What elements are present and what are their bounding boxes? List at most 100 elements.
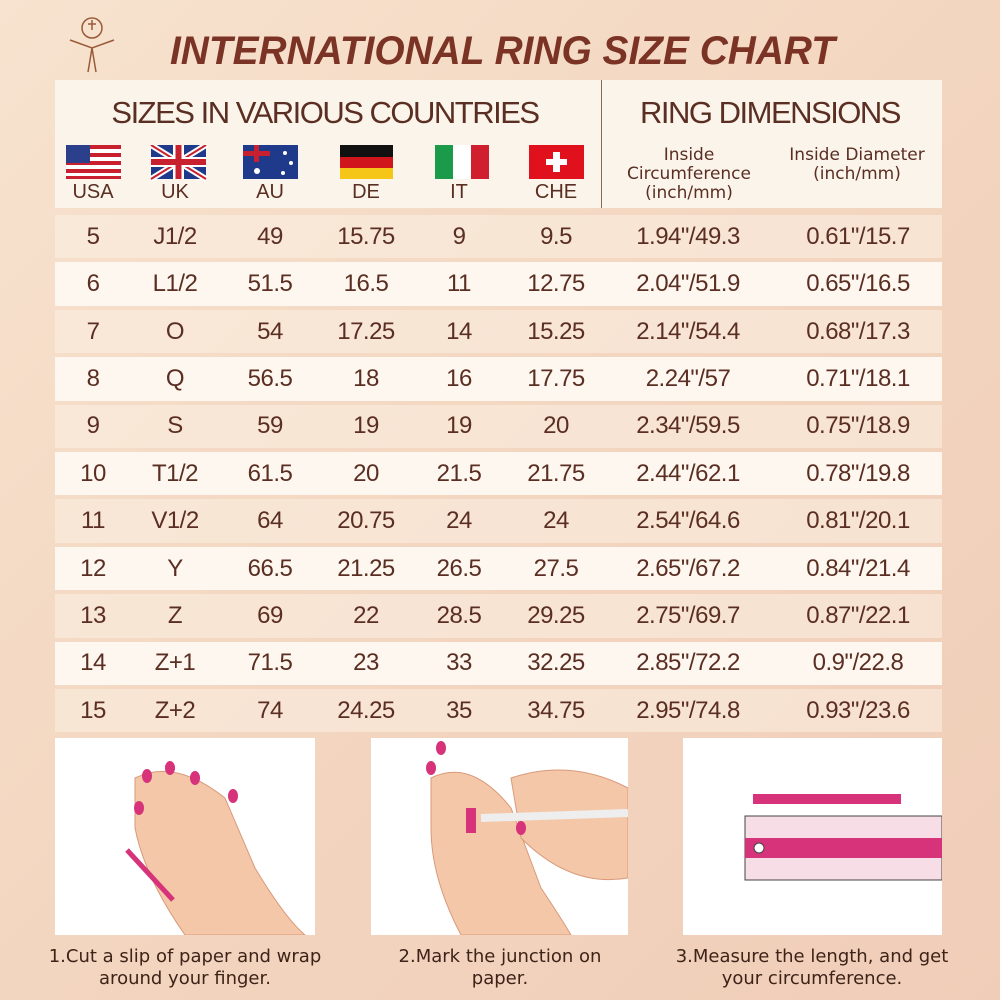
column-header: Inside Circumference (inch/mm)	[627, 145, 751, 203]
table-cell: 19	[446, 412, 472, 440]
table-cell: 1.94"/49.3	[636, 222, 740, 250]
table-cell: 66.5	[247, 554, 293, 582]
table-cell: 15	[80, 696, 106, 724]
table-cell: 15.25	[527, 317, 585, 345]
row-band	[55, 499, 942, 543]
step-image	[55, 738, 315, 936]
flag-che	[529, 145, 584, 179]
table-cell: S	[167, 412, 183, 440]
row-band	[55, 594, 942, 638]
table-cell: 18	[353, 364, 379, 392]
column-header: IT	[450, 181, 468, 203]
table-cell: V1/2	[151, 507, 199, 535]
table-cell: 2.14"/54.4	[636, 317, 740, 345]
table-cell: 2.34"/59.5	[636, 412, 740, 440]
table-cell: 29.25	[527, 601, 585, 629]
table-cell: 0.87"/22.1	[806, 601, 910, 629]
table-cell: 0.78"/19.8	[806, 459, 910, 487]
table-cell: 7	[86, 317, 100, 345]
table-cell: 24.25	[337, 696, 395, 724]
row-band	[55, 546, 942, 591]
table-cell: 49	[257, 222, 283, 250]
table-cell: 6	[86, 270, 100, 298]
table-cell: Z+1	[154, 649, 196, 677]
table-cell: 5	[86, 222, 100, 250]
table-cell: 69	[257, 601, 283, 629]
table-cell: 0.84"/21.4	[806, 554, 910, 582]
table-cell: 2.65"/67.2	[636, 554, 740, 582]
row-band	[55, 404, 942, 448]
table-cell: 33	[446, 649, 472, 677]
logo	[69, 17, 115, 73]
table-cell: 14	[446, 317, 472, 345]
table-cell: 10	[80, 459, 106, 487]
table-cell: 24	[446, 507, 472, 535]
table-cell: 51.5	[247, 270, 293, 298]
table-cell: 0.68"/17.3	[806, 317, 910, 345]
table-cell: 0.75"/18.9	[806, 412, 910, 440]
column-header: DE	[352, 181, 380, 203]
table-cell: O	[165, 317, 185, 345]
flag-usa	[66, 145, 121, 179]
table-cell: L1/2	[152, 270, 198, 298]
group-header: SIZES IN VARIOUS COUNTRIES	[111, 95, 540, 130]
table-cell: 11	[81, 507, 105, 535]
column-header: Inside Diameter (inch/mm)	[789, 145, 925, 184]
table-cell: 71.5	[247, 649, 293, 677]
illustration	[125, 761, 307, 936]
table-cell: 2.85"/72.2	[636, 649, 740, 677]
table-cell: 64	[257, 507, 283, 535]
table-cell: 0.9"/22.8	[812, 649, 904, 677]
table-cell: 28.5	[436, 601, 482, 629]
table-cell: 22	[353, 601, 379, 629]
table-cell: Q	[165, 364, 185, 392]
table-cell: 15.75	[337, 222, 395, 250]
table-cell: 59	[257, 412, 283, 440]
table-cell: 35	[446, 696, 472, 724]
table-cell: 2.95"/74.8	[636, 696, 740, 724]
table-cell: 27.5	[533, 554, 579, 582]
table-cell: 2.04"/51.9	[636, 270, 740, 298]
table-cell: 16.5	[343, 270, 389, 298]
table-cell: 21.25	[337, 554, 395, 582]
table-cell: 32.25	[527, 649, 585, 677]
table-cell: 11	[447, 270, 471, 298]
row-band	[55, 262, 942, 306]
step-image	[683, 738, 943, 935]
table-cell: Y	[167, 554, 183, 582]
table-cell: 20.75	[337, 507, 395, 535]
table-cell: 21.5	[436, 459, 482, 487]
table-cell: 61.5	[247, 459, 293, 487]
row-band	[55, 689, 942, 733]
group-header: RING DIMENSIONS	[640, 95, 901, 130]
table-cell: 14	[80, 649, 106, 677]
flag-uk	[149, 145, 208, 181]
table-cell: 2.24"/57	[645, 364, 731, 392]
row-band	[55, 357, 942, 401]
table-cell: 23	[353, 649, 379, 677]
table-cell: 0.65"/16.5	[806, 270, 910, 298]
table-cell: 20	[543, 412, 569, 440]
table-cell: 2.44"/62.1	[636, 459, 740, 487]
table-cell: 12	[80, 554, 106, 582]
table-cell: 9.5	[540, 222, 572, 250]
table-cell: 13	[80, 601, 106, 629]
table-cell: Z	[167, 601, 183, 629]
illustration	[426, 741, 629, 936]
divider	[601, 80, 602, 208]
table-cell: T1/2	[151, 459, 199, 487]
table-cell: 0.61"/15.7	[806, 222, 910, 250]
flag-de	[340, 145, 393, 179]
table-cell: 2.54"/64.6	[636, 507, 740, 535]
flag-au	[243, 145, 298, 179]
table-cell: J1/2	[153, 222, 197, 250]
table-cell: 74	[257, 696, 283, 724]
table-cell: 2.75"/69.7	[636, 601, 740, 629]
table-cell: Z+2	[154, 696, 196, 724]
row-band	[55, 452, 942, 496]
table-cell: 17.75	[527, 364, 585, 392]
illustration	[744, 794, 943, 881]
title-area: INTERNATIONAL RING SIZE CHART	[69, 17, 838, 73]
table-cell: 0.81"/20.1	[806, 507, 910, 535]
